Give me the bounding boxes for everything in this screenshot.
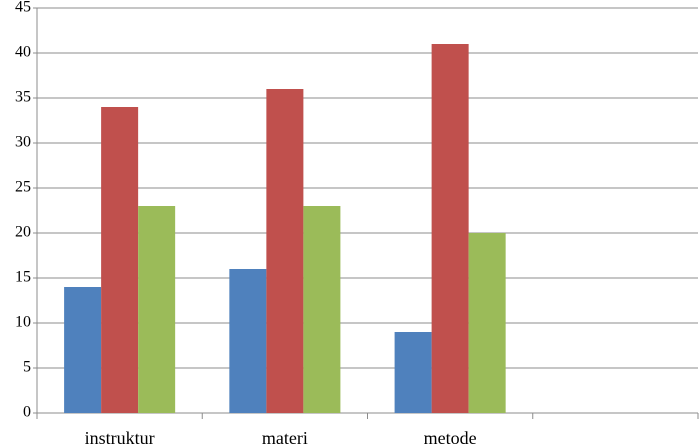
y-tick-label: 0: [23, 404, 31, 421]
y-tick-label: 30: [15, 134, 31, 151]
y-tick-label: 5: [23, 359, 31, 376]
y-tick-label: 20: [15, 224, 31, 241]
y-tick-label: 35: [15, 89, 31, 106]
x-tick-label: instruktur: [85, 428, 155, 448]
y-tick-label: 40: [15, 44, 31, 61]
bar: [394, 332, 432, 413]
bar: [229, 269, 267, 413]
bar: [64, 287, 102, 413]
y-tick-label: 25: [15, 179, 31, 196]
x-tick-label: metode: [424, 428, 477, 448]
bar: [266, 89, 304, 413]
y-tick-label: 45: [15, 0, 31, 16]
bar: [303, 206, 341, 413]
y-tick-label: 15: [15, 269, 31, 286]
y-tick-label: 10: [15, 314, 31, 331]
bar: [101, 107, 139, 413]
bar: [431, 44, 469, 413]
bar: [138, 206, 176, 413]
bar: [468, 233, 506, 413]
x-tick-label: materi: [262, 428, 308, 448]
